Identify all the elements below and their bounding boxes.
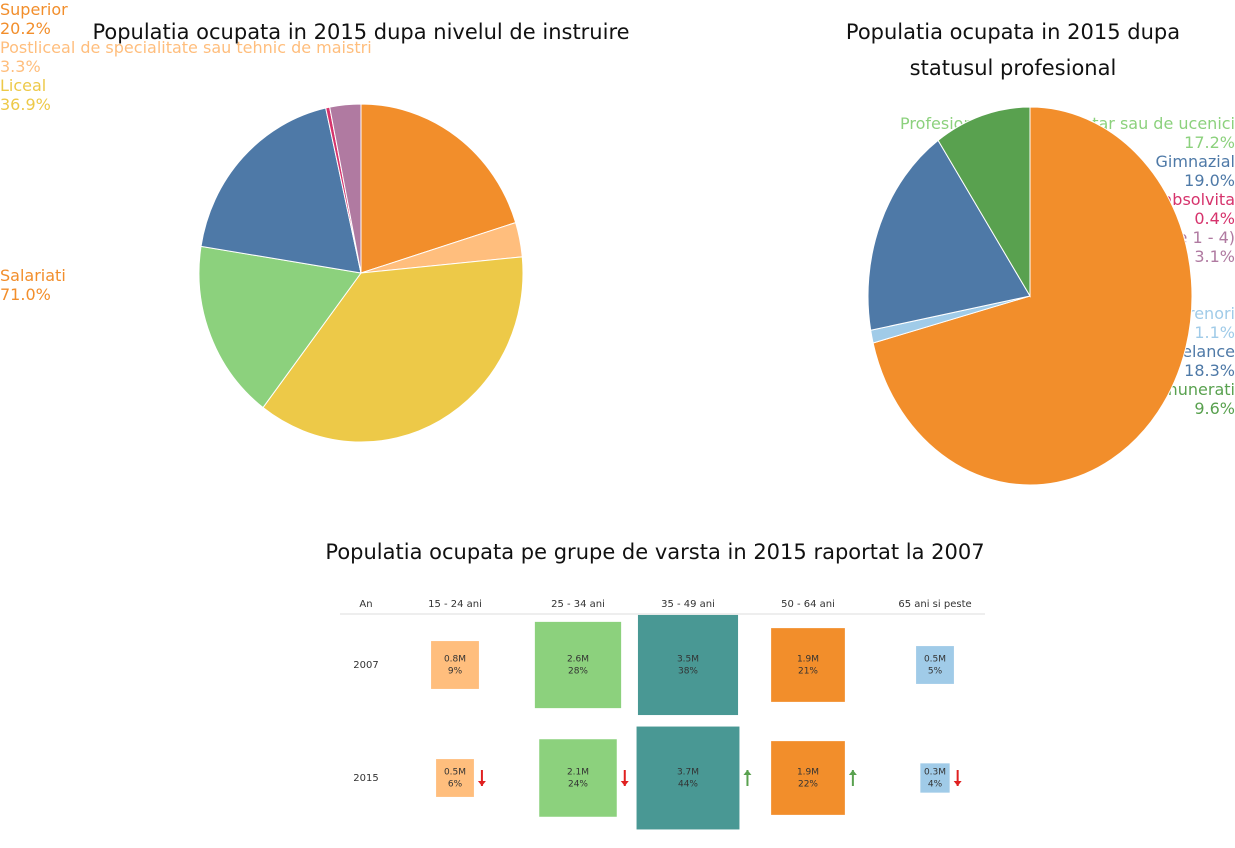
row-label: 2007 — [353, 660, 378, 671]
value-label: 0.8M — [444, 655, 466, 665]
share-label: 44% — [678, 780, 698, 790]
share-label: 4% — [928, 780, 943, 790]
value-label: 0.5M — [444, 768, 466, 778]
slice-name: Salariati — [0, 266, 66, 285]
slice-value: 71.0% — [0, 285, 51, 304]
pie-slice — [198, 245, 362, 409]
value-label: 0.5M — [924, 655, 946, 665]
pie-slice — [262, 256, 524, 443]
share-label: 22% — [798, 780, 818, 790]
slice-name: Superior — [0, 0, 68, 19]
slice-value: 1.1% — [1194, 323, 1235, 342]
column-header: 25 - 34 ani — [551, 599, 605, 610]
chart-title: Populatia ocupata in 2015 dupa nivelul d… — [92, 20, 630, 44]
column-header: 65 ani si peste — [898, 599, 971, 610]
trend-arrowhead — [743, 770, 752, 775]
slice-value: 9.6% — [1194, 399, 1235, 418]
value-square — [431, 641, 479, 689]
slice-name: Postliceal de specialitate sau tehnic de… — [0, 38, 372, 57]
value-label: 2.6M — [567, 655, 589, 665]
trend-arrowhead — [620, 781, 629, 786]
slice-value: 0.4% — [1194, 209, 1235, 228]
row-label: 2015 — [353, 773, 378, 784]
slice-value: 19.0% — [1184, 171, 1235, 190]
value-square — [771, 628, 845, 702]
pie-slice — [329, 103, 362, 274]
value-square — [534, 621, 622, 709]
slice-value: 3.1% — [1194, 247, 1235, 266]
slice-label: Salariati 71.0% — [0, 266, 1235, 304]
slice-value: 18.3% — [1184, 361, 1235, 380]
value-square — [637, 614, 739, 716]
slice-label: Liceal 36.9% — [0, 76, 1235, 114]
share-label: 28% — [568, 667, 588, 677]
row-header: An — [359, 599, 372, 610]
slice-value: 36.9% — [0, 95, 51, 114]
share-label: 21% — [798, 667, 818, 677]
slice-name: Gimnazial — [1155, 152, 1235, 171]
value-square — [436, 759, 474, 797]
value-label: 3.7M — [677, 768, 699, 778]
value-square — [539, 739, 617, 817]
share-label: 38% — [678, 667, 698, 677]
column-header: 50 - 64 ani — [781, 599, 835, 610]
value-label: 1.9M — [797, 655, 819, 665]
chart-title: Populatia ocupata pe grupe de varsta in … — [325, 540, 985, 564]
share-label: 5% — [928, 667, 943, 677]
pie-slice — [867, 139, 1031, 331]
trend-arrowhead — [953, 781, 962, 786]
value-square — [636, 726, 740, 830]
slice-name: Liceal — [0, 76, 47, 95]
slice-value: 20.2% — [0, 19, 51, 38]
share-label: 9% — [448, 667, 463, 677]
value-square — [771, 741, 845, 815]
pie-slice — [360, 103, 517, 274]
value-label: 3.5M — [677, 655, 699, 665]
pie-slice — [872, 106, 1193, 486]
trend-arrowhead — [848, 770, 857, 775]
share-label: 6% — [448, 780, 463, 790]
pie-slice — [937, 106, 1031, 298]
slice-label: Superior 20.2% — [0, 0, 1235, 38]
column-header: 35 - 49 ani — [661, 599, 715, 610]
pie-slice — [200, 107, 362, 274]
chart-title: Populatia ocupata in 2015 dupa statusul … — [845, 20, 1181, 80]
share-label: 24% — [568, 780, 588, 790]
value-label: 1.9M — [797, 768, 819, 778]
slice-value: 3.3% — [0, 57, 41, 76]
column-header: 15 - 24 ani — [428, 599, 482, 610]
value-square — [916, 646, 954, 684]
slice-label: Gimnazial 19.0% — [0, 152, 1235, 190]
value-square — [920, 763, 950, 793]
value-label: 0.3M — [924, 768, 946, 778]
value-label: 2.1M — [567, 768, 589, 778]
slice-label: Postliceal de specialitate sau tehnic de… — [0, 38, 1235, 76]
slice-value: 17.2% — [1184, 133, 1235, 152]
trend-arrowhead — [477, 781, 486, 786]
